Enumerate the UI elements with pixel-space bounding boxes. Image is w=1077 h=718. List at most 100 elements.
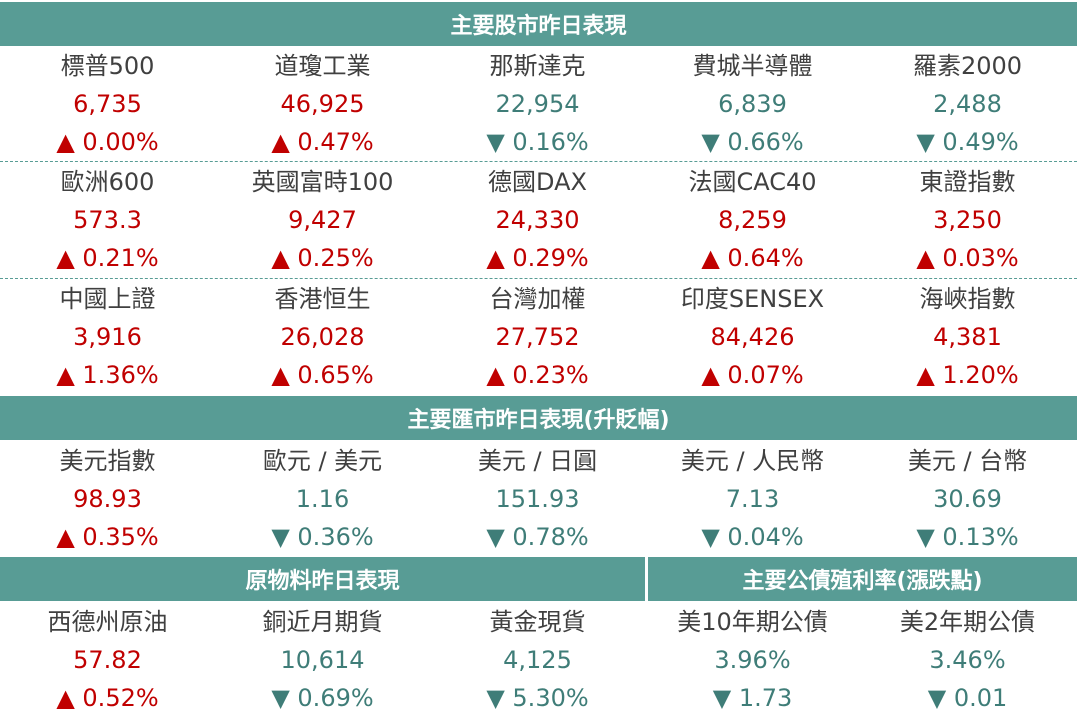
quote-value: 3,916: [73, 323, 142, 351]
commodity-name: 西德州原油: [47, 608, 168, 636]
commodity-value: 10,614: [280, 646, 365, 674]
bond-cell: 美10年期公債 3.96% ▼ 1.73: [645, 603, 860, 717]
fx-value: 98.93: [73, 485, 142, 513]
fx-name: 美元指數: [59, 447, 156, 475]
quote-value: 6,735: [73, 90, 142, 118]
quote-change: ▲ 0.03%: [916, 244, 1019, 272]
quote-cell: 德國DAX 24,330 ▲ 0.29%: [430, 163, 645, 277]
fx-name: 歐元 / 美元: [262, 447, 383, 475]
quote-name: 費城半導體: [692, 52, 813, 80]
quote-cell: 台灣加權 27,752 ▲ 0.23%: [430, 280, 645, 394]
commodities-section-header: 原物料昨日表現: [0, 557, 645, 601]
quote-name: 台灣加權: [489, 285, 586, 313]
stocks-section-title: 主要股市昨日表現: [450, 14, 627, 39]
bond-cell: 美2年期公債 3.46% ▼ 0.01: [860, 603, 1075, 717]
bond-change: ▼ 0.01: [927, 684, 1008, 712]
commodities-section-title: 原物料昨日表現: [245, 569, 400, 594]
quote-value: 22,954: [495, 90, 580, 118]
quote-cell: 東證指數 3,250 ▲ 0.03%: [860, 163, 1075, 277]
quote-change: ▼ 0.49%: [916, 128, 1019, 156]
quote-name: 英國富時100: [251, 168, 394, 196]
quote-name: 歐洲600: [60, 168, 155, 196]
fx-change: ▼ 0.04%: [701, 523, 804, 551]
quote-change: ▲ 0.25%: [271, 244, 374, 272]
quote-cell: 歐洲600 573.3 ▲ 0.21%: [0, 163, 215, 277]
commodity-cell: 黃金現貨 4,125 ▼ 5.30%: [430, 603, 645, 717]
row-separator: [0, 278, 1077, 279]
bonds-section-header: 主要公債殖利率(漲跌點): [648, 557, 1077, 601]
quote-cell: 印度SENSEX 84,426 ▲ 0.07%: [645, 280, 860, 394]
quote-cell: 道瓊工業 46,925 ▲ 0.47%: [215, 47, 430, 161]
commodity-value: 4,125: [503, 646, 572, 674]
quote-name: 標普500: [60, 52, 155, 80]
quote-cell: 英國富時100 9,427 ▲ 0.25%: [215, 163, 430, 277]
commodity-change: ▼ 5.30%: [486, 684, 589, 712]
commodity-value: 57.82: [73, 646, 142, 674]
quote-change: ▲ 1.36%: [56, 361, 159, 389]
commodity-name: 黃金現貨: [489, 608, 586, 636]
quote-name: 法國CAC40: [688, 168, 817, 196]
fx-value: 1.16: [295, 485, 350, 513]
fx-value: 30.69: [933, 485, 1002, 513]
quote-value: 26,028: [280, 323, 365, 351]
fx-cell: 美元指數 98.93 ▲ 0.35%: [0, 442, 215, 556]
fx-name: 美元 / 日圓: [477, 447, 598, 475]
fx-cell: 美元 / 人民幣 7.13 ▼ 0.04%: [645, 442, 860, 556]
fx-section-header: 主要匯市昨日表現(升貶幅): [0, 396, 1077, 440]
fx-cell: 美元 / 台幣 30.69 ▼ 0.13%: [860, 442, 1075, 556]
stocks-section-header: 主要股市昨日表現: [0, 2, 1077, 46]
fx-value: 151.93: [495, 485, 580, 513]
quote-name: 海峽指數: [919, 285, 1016, 313]
quote-cell: 海峽指數 4,381 ▲ 1.20%: [860, 280, 1075, 394]
quote-change: ▲ 0.23%: [486, 361, 589, 389]
fx-change: ▲ 0.35%: [56, 523, 159, 551]
fx-section-title: 主要匯市昨日表現(升貶幅): [407, 408, 670, 433]
commodity-cell: 西德州原油 57.82 ▲ 0.52%: [0, 603, 215, 717]
quote-value: 9,427: [288, 206, 357, 234]
quote-value: 27,752: [495, 323, 580, 351]
quote-value: 24,330: [495, 206, 580, 234]
fx-cell: 美元 / 日圓 151.93 ▼ 0.78%: [430, 442, 645, 556]
quote-name: 羅素2000: [912, 52, 1023, 80]
bond-name: 美10年期公債: [677, 608, 828, 636]
fx-cell: 歐元 / 美元 1.16 ▼ 0.36%: [215, 442, 430, 556]
quote-change: ▲ 0.47%: [271, 128, 374, 156]
quote-cell: 標普500 6,735 ▲ 0.00%: [0, 47, 215, 161]
quote-cell: 費城半導體 6,839 ▼ 0.66%: [645, 47, 860, 161]
quote-value: 84,426: [710, 323, 795, 351]
fx-change: ▼ 0.78%: [486, 523, 589, 551]
quote-value: 2,488: [933, 90, 1002, 118]
fx-value: 7.13: [725, 485, 780, 513]
bond-value: 3.46%: [929, 646, 1006, 674]
quote-value: 46,925: [280, 90, 365, 118]
quote-change: ▲ 0.65%: [271, 361, 374, 389]
quote-name: 德國DAX: [488, 168, 587, 196]
quote-value: 6,839: [718, 90, 787, 118]
quote-change: ▲ 0.21%: [56, 244, 159, 272]
bond-name: 美2年期公債: [899, 608, 1036, 636]
fx-name: 美元 / 台幣: [907, 447, 1028, 475]
fx-change: ▼ 0.36%: [271, 523, 374, 551]
quote-value: 4,381: [933, 323, 1002, 351]
quote-value: 3,250: [933, 206, 1002, 234]
quote-change: ▼ 0.66%: [701, 128, 804, 156]
quote-name: 中國上證: [59, 285, 156, 313]
fx-change: ▼ 0.13%: [916, 523, 1019, 551]
quote-name: 香港恒生: [274, 285, 371, 313]
commodity-change: ▲ 0.52%: [56, 684, 159, 712]
quote-change: ▲ 0.07%: [701, 361, 804, 389]
bond-change: ▼ 1.73: [712, 684, 793, 712]
quote-cell: 中國上證 3,916 ▲ 1.36%: [0, 280, 215, 394]
quote-name: 道瓊工業: [274, 52, 371, 80]
quote-change: ▲ 0.64%: [701, 244, 804, 272]
quote-cell: 羅素2000 2,488 ▼ 0.49%: [860, 47, 1075, 161]
bonds-section-title: 主要公債殖利率(漲跌點): [742, 569, 983, 594]
fx-name: 美元 / 人民幣: [680, 447, 825, 475]
quote-cell: 法國CAC40 8,259 ▲ 0.64%: [645, 163, 860, 277]
quote-name: 東證指數: [919, 168, 1016, 196]
quote-change: ▼ 0.16%: [486, 128, 589, 156]
quote-value: 573.3: [73, 206, 142, 234]
quote-value: 8,259: [718, 206, 787, 234]
commodity-cell: 銅近月期貨 10,614 ▼ 0.69%: [215, 603, 430, 717]
bond-value: 3.96%: [714, 646, 791, 674]
